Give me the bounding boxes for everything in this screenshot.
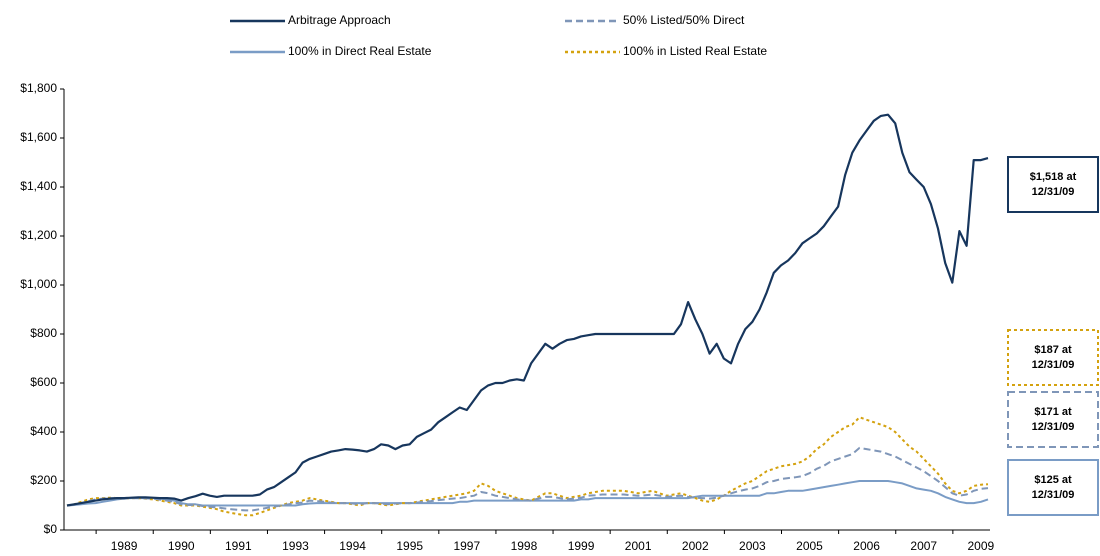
x-tick-label: 2003	[739, 539, 766, 553]
x-tick-label: 1999	[568, 539, 595, 553]
y-tick-label: $1,000	[20, 277, 57, 291]
x-tick-label: 1993	[282, 539, 309, 553]
callout-text: 12/31/09	[1032, 186, 1075, 198]
callout-text: $1,518 at	[1030, 171, 1077, 183]
y-tick-label: $1,200	[20, 228, 57, 242]
x-tick-label: 1989	[111, 539, 138, 553]
x-tick-label: 1994	[339, 539, 366, 553]
y-tick-label: $600	[30, 375, 57, 389]
legend-label: Arbitrage Approach	[288, 13, 391, 27]
callout-box	[1007, 329, 1099, 386]
series-line	[66, 446, 989, 512]
x-tick-label: 1991	[225, 539, 252, 553]
callout-box	[1007, 459, 1099, 516]
series-line	[66, 113, 989, 507]
callout-text: 12/31/09	[1032, 489, 1075, 501]
x-tick-label: 1998	[511, 539, 538, 553]
x-tick-label: 1990	[168, 539, 195, 553]
x-tick-label: 2009	[968, 539, 995, 553]
x-tick-label: 1997	[453, 539, 480, 553]
y-tick-label: $0	[44, 522, 58, 536]
y-tick-label: $1,400	[20, 179, 57, 193]
y-tick-label: $800	[30, 326, 57, 340]
legend-label: 100% in Direct Real Estate	[288, 44, 432, 58]
y-tick-label: $400	[30, 424, 57, 438]
legend-label: 100% in Listed Real Estate	[623, 44, 767, 58]
x-tick-label: 2005	[796, 539, 823, 553]
y-tick-label: $200	[30, 473, 57, 487]
callout-box	[1007, 156, 1099, 213]
y-tick-label: $1,600	[20, 130, 57, 144]
callout-text: 12/31/09	[1032, 421, 1075, 433]
legend-label: 50% Listed/50% Direct	[623, 13, 745, 27]
callout-text: 12/31/09	[1032, 359, 1075, 371]
x-tick-label: 2006	[853, 539, 880, 553]
callout-box	[1007, 391, 1099, 448]
x-tick-label: 1995	[396, 539, 423, 553]
callout-text: $125 at	[1034, 474, 1072, 486]
y-tick-label: $1,800	[20, 81, 57, 95]
x-tick-label: 2001	[625, 539, 652, 553]
x-tick-label: 2007	[910, 539, 937, 553]
callout-text: $171 at	[1034, 406, 1072, 418]
x-tick-label: 2002	[682, 539, 709, 553]
callout-text: $187 at	[1034, 344, 1072, 356]
